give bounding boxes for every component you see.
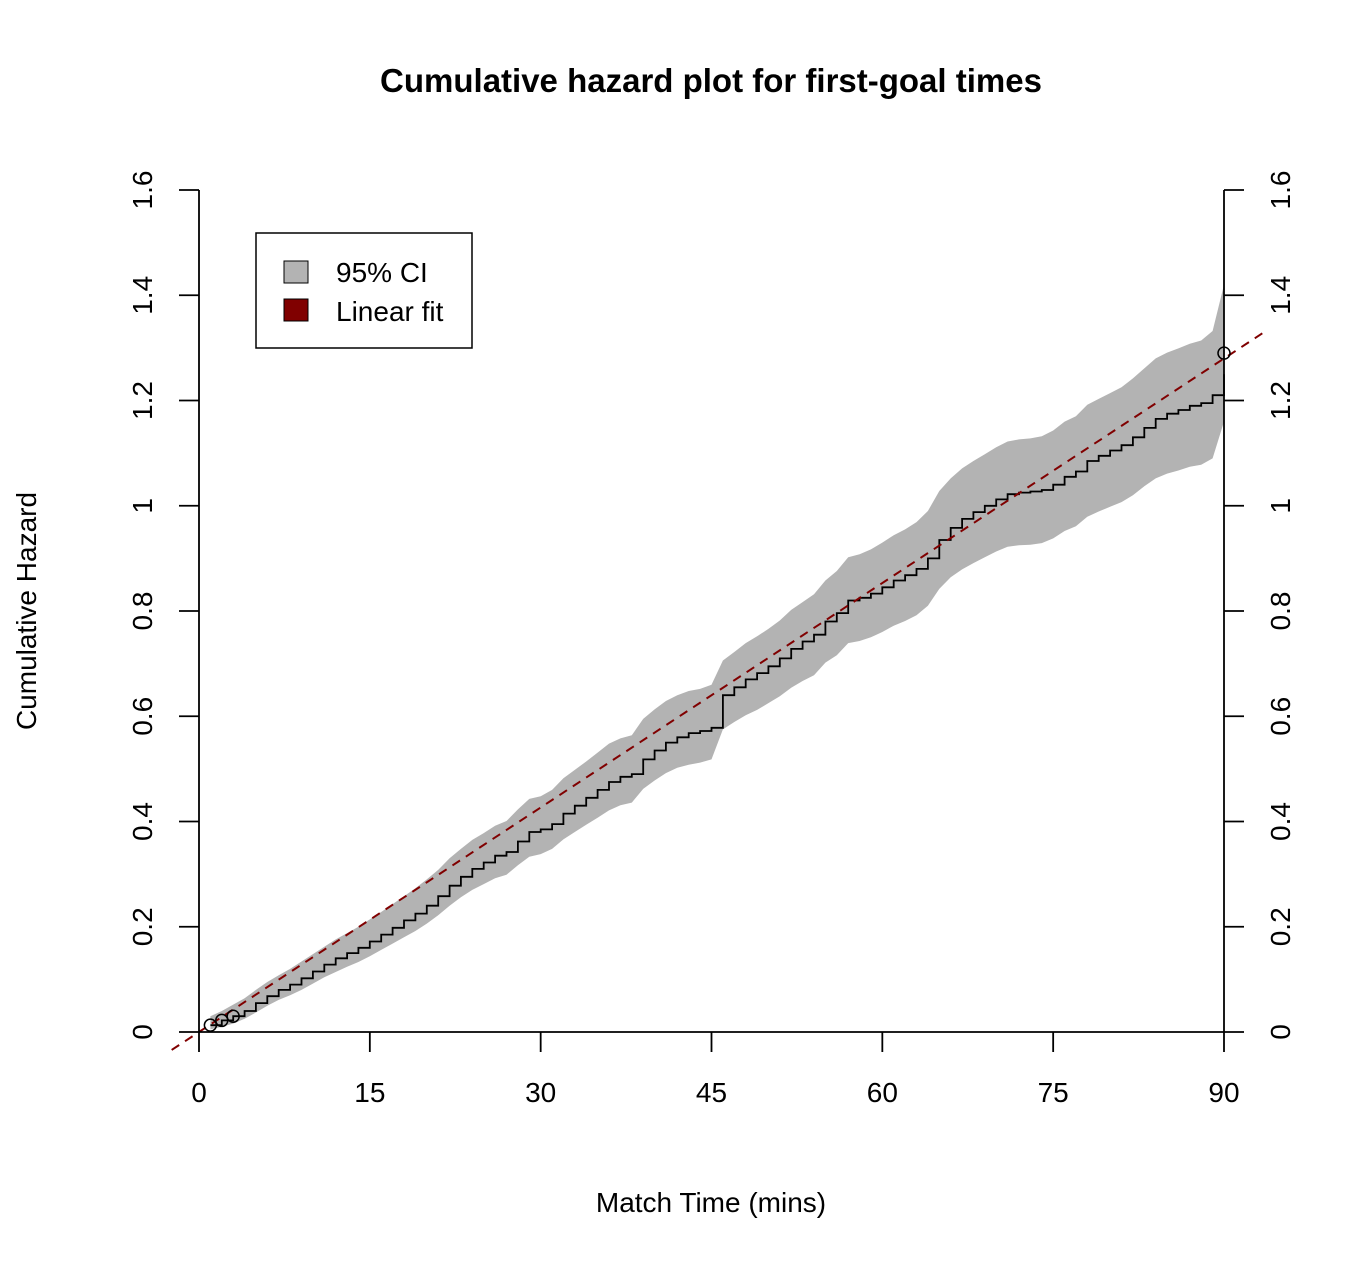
x-tick-label: 90: [1208, 1077, 1239, 1108]
y-tick-label-right: 0.6: [1265, 697, 1296, 736]
x-axis-label: Match Time (mins): [596, 1187, 826, 1218]
plot-area: [171, 284, 1265, 1051]
x-tick-label: 45: [696, 1077, 727, 1108]
y-tick-label-right: 0.8: [1265, 592, 1296, 631]
y-tick-label-left: 1.4: [127, 276, 158, 315]
legend-label-linear-fit: Linear fit: [336, 296, 444, 327]
y-tick-label-left: 0: [127, 1024, 158, 1040]
y-tick-label-right: 0: [1265, 1024, 1296, 1040]
axes: 0 0 0.2 0.2 0.4 0.4 0.6 0.6 0.8 0.8 1 1 1.2 1.2 1.4 1.4…: [127, 171, 1296, 1108]
x-tick-label: 0: [191, 1077, 207, 1108]
censored-point: [226, 1009, 240, 1023]
y-tick-label-right: 0.2: [1265, 907, 1296, 946]
chart-title: Cumulative hazard plot for first-goal ti…: [380, 62, 1042, 99]
ci-band: [210, 284, 1224, 1030]
x-tick-label: 15: [354, 1077, 385, 1108]
legend-box: [255, 232, 473, 349]
y-tick-label-left: 1: [127, 498, 158, 514]
y-tick-label-right: 1.2: [1265, 381, 1296, 420]
y-tick-label-right: 1.4: [1265, 276, 1296, 315]
censored-point: [215, 1013, 229, 1028]
y-tick-label-left: 0.6: [127, 697, 158, 736]
y-axis-label: Cumulative Hazard: [11, 492, 42, 730]
x-tick-label: 75: [1038, 1077, 1069, 1108]
y-tick-label-left: 0.4: [127, 802, 158, 841]
legend-label-ci: 95% CI: [336, 257, 428, 288]
legend-swatch-linear-fit: [283, 298, 309, 322]
y-tick-label-left: 0.2: [127, 907, 158, 946]
legend-swatch-ci: [283, 260, 309, 284]
legend: 95% CI Linear fit: [255, 232, 473, 349]
y-tick-label-right: 0.4: [1265, 802, 1296, 841]
y-tick-label-left: 1.2: [127, 381, 158, 420]
x-tick-label: 30: [525, 1077, 556, 1108]
y-tick-label-right: 1.6: [1265, 171, 1296, 210]
cumulative-hazard-step-line: [210, 374, 1225, 1027]
y-tick-label-left: 0.8: [127, 592, 158, 631]
y-tick-label-right: 1: [1265, 498, 1296, 514]
linear-fit-line: [171, 331, 1265, 1051]
x-tick-label: 60: [867, 1077, 898, 1108]
y-tick-label-left: 1.6: [127, 171, 158, 210]
